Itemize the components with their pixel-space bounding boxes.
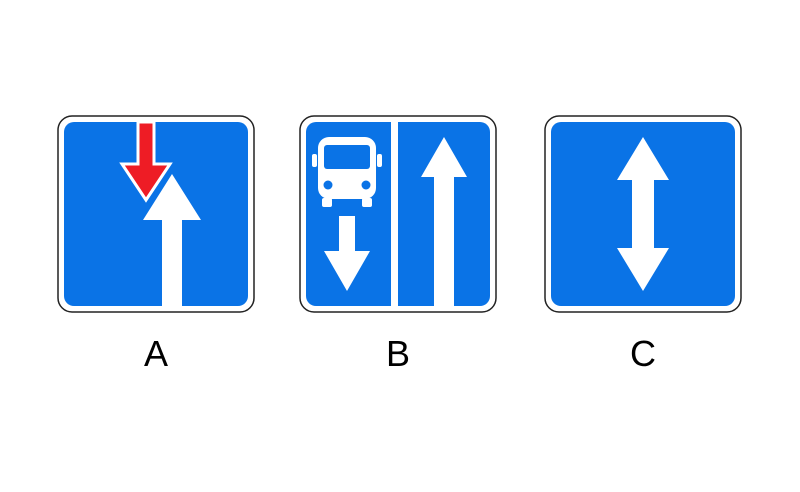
two-way-traffic-sign[interactable] — [543, 114, 743, 314]
double-arrow-icon — [617, 137, 669, 291]
sign-a-graphic — [57, 115, 255, 313]
red-down-arrow-icon — [119, 120, 173, 203]
bus-icon — [312, 137, 382, 207]
white-up-arrow-icon — [421, 137, 467, 306]
option-label-c: C — [630, 333, 656, 374]
bus-lane-sign[interactable] — [298, 114, 498, 314]
lane-priority-over-oncoming-sign[interactable] — [56, 114, 256, 314]
white-down-arrow-icon — [324, 216, 370, 291]
option-label-b: B — [385, 333, 410, 374]
lane-divider — [391, 122, 398, 306]
sign-b-graphic — [299, 115, 497, 313]
white-up-arrow-icon — [143, 174, 201, 306]
option-label-a: A — [143, 333, 168, 374]
sign-c-graphic — [544, 115, 742, 313]
